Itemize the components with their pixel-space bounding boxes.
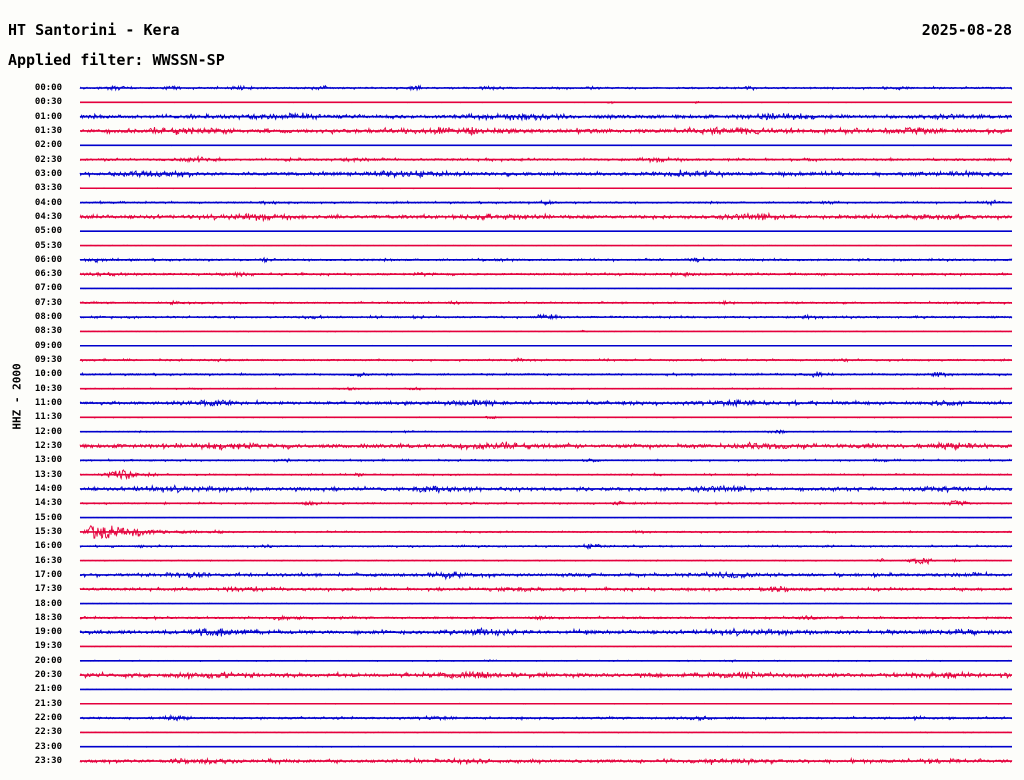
record-date: 2025-08-28 — [921, 21, 1012, 39]
time-label: 13:00 — [34, 455, 62, 466]
time-label: 12:00 — [34, 426, 62, 437]
time-label: 03:00 — [34, 168, 62, 179]
time-label: 04:00 — [34, 197, 62, 208]
time-label: 22:30 — [34, 727, 62, 738]
time-label: 03:30 — [34, 183, 62, 194]
time-label: 09:30 — [34, 355, 62, 366]
time-label: 01:30 — [34, 125, 62, 136]
time-label: 08:00 — [34, 312, 62, 323]
time-label: 04:30 — [34, 211, 62, 222]
time-label: 11:00 — [34, 398, 62, 409]
time-label: 02:30 — [34, 154, 62, 165]
time-label: 18:00 — [34, 598, 62, 609]
time-label: 23:00 — [34, 741, 62, 752]
time-label: 20:30 — [34, 670, 62, 681]
time-label: 07:00 — [34, 283, 62, 294]
time-label: 11:30 — [34, 412, 62, 423]
time-label: 23:30 — [34, 756, 62, 767]
time-label: 00:00 — [34, 83, 62, 93]
time-label: 18:30 — [34, 612, 62, 623]
time-label: 17:30 — [34, 584, 62, 595]
applied-filter-label: Applied filter: WWSSN-SP — [8, 51, 225, 69]
time-label: 13:30 — [34, 469, 62, 480]
time-axis-labels: 00:00 00:30 01:00 01:30 02:00 02:30 03:00 03:30… — [0, 80, 1024, 772]
page-title: HT Santorini - Kera — [8, 21, 180, 39]
time-label: 02:00 — [34, 140, 62, 151]
time-label: 08:30 — [34, 326, 62, 337]
time-label: 15:00 — [34, 512, 62, 523]
time-label: 17:00 — [34, 569, 62, 580]
time-label: 09:00 — [34, 340, 62, 351]
time-label: 05:00 — [34, 226, 62, 237]
time-label: 06:00 — [34, 254, 62, 265]
time-label: 05:30 — [34, 240, 62, 251]
time-label: 21:00 — [34, 684, 62, 695]
time-label: 19:00 — [34, 627, 62, 638]
time-label: 21:30 — [34, 698, 62, 709]
time-label: 16:00 — [34, 541, 62, 552]
time-label: 10:30 — [34, 383, 62, 394]
time-label: 07:30 — [34, 297, 62, 308]
time-label: 20:00 — [34, 655, 62, 666]
time-label: 22:00 — [34, 713, 62, 724]
time-label: 16:30 — [34, 555, 62, 566]
time-label: 06:30 — [34, 269, 62, 280]
time-label: 12:30 — [34, 441, 62, 451]
time-label: 14:00 — [34, 483, 62, 494]
time-label: 15:30 — [34, 526, 62, 537]
time-label: 14:30 — [34, 498, 62, 509]
time-label: 10:00 — [34, 369, 62, 380]
time-label: 00:30 — [34, 97, 62, 108]
time-label: 01:00 — [34, 111, 62, 122]
time-label: 19:30 — [34, 641, 62, 652]
